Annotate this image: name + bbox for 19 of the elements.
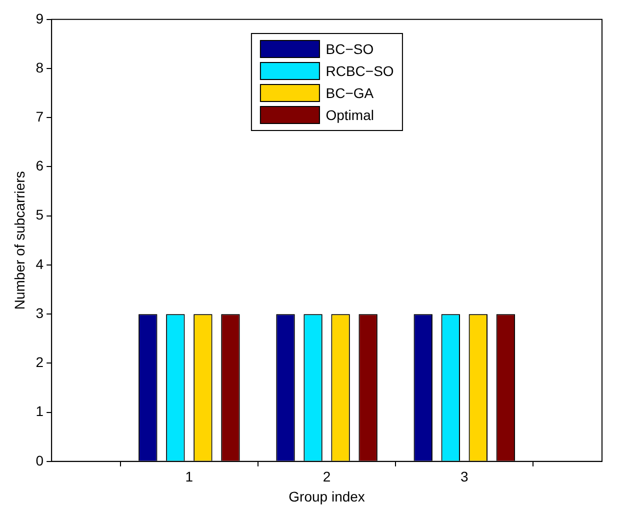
y-tick-label: 7 <box>36 108 44 124</box>
y-tick-label: 9 <box>36 10 44 26</box>
legend-label: RCBC−SO <box>326 63 394 80</box>
y-axis-title: Number of subcarriers <box>11 171 28 310</box>
y-tick-label: 1 <box>36 403 44 420</box>
x-tick-label: 3 <box>460 468 468 485</box>
y-tick-label: 5 <box>36 206 44 223</box>
legend-label: BC−GA <box>326 85 374 102</box>
y-tick-label: 6 <box>36 158 44 174</box>
y-tick-label: 2 <box>36 354 44 370</box>
y-tick-label: 3 <box>36 304 44 321</box>
y-tick-label: 0 <box>36 452 44 468</box>
y-tick-label: 4 <box>36 256 44 272</box>
x-tick-label: 2 <box>322 468 331 485</box>
legend-label: BC−SO <box>326 41 374 58</box>
y-tick-label: 8 <box>36 59 44 76</box>
x-axis-title: Group index <box>288 488 365 504</box>
legend-label: Optimal <box>326 107 374 124</box>
x-tick-label: 1 <box>185 468 194 485</box>
